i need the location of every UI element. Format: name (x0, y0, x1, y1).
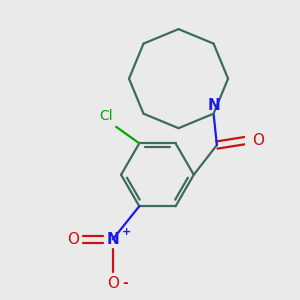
Text: -: - (122, 276, 128, 290)
Text: O: O (107, 276, 119, 291)
Text: N: N (106, 232, 119, 247)
Text: O: O (252, 133, 264, 148)
Text: N: N (207, 98, 220, 113)
Text: +: + (122, 227, 131, 237)
Text: Cl: Cl (99, 110, 113, 124)
Text: O: O (67, 232, 79, 247)
